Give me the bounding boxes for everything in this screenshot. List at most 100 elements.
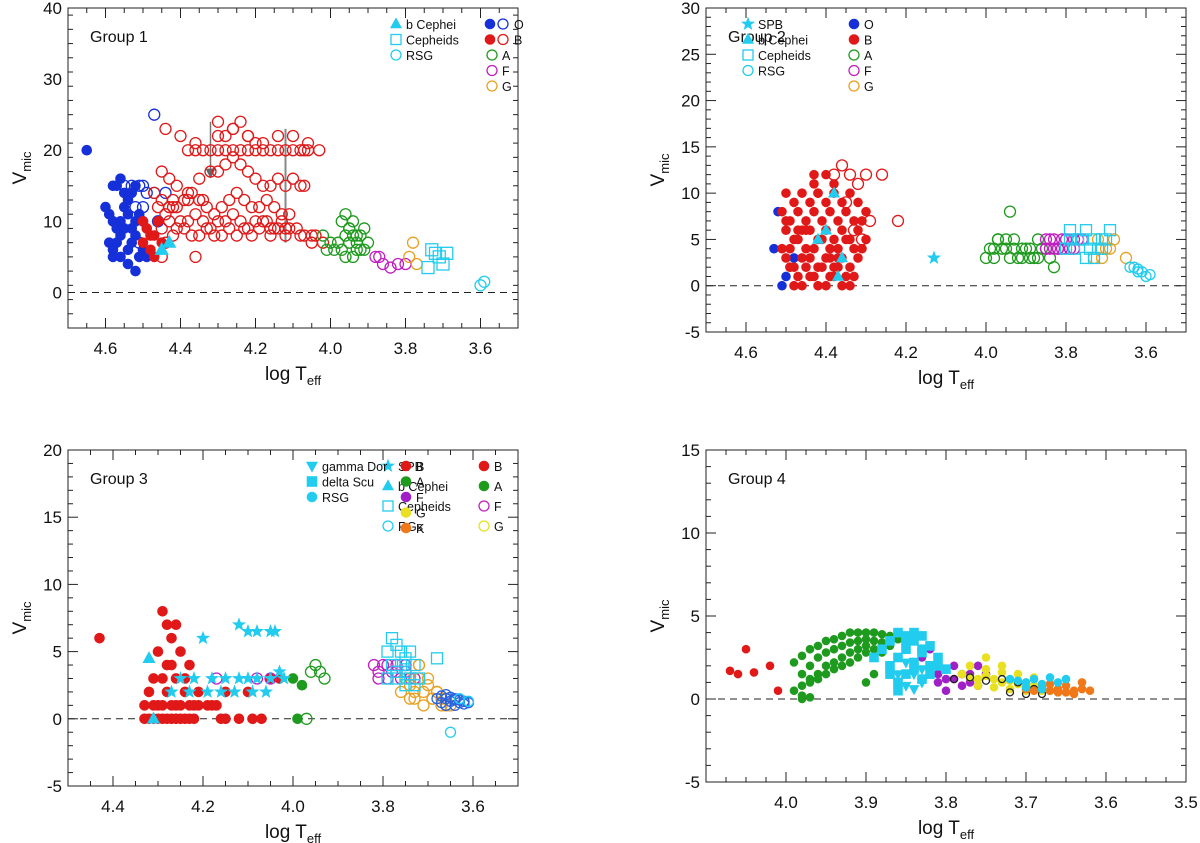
point-b-open [316, 236, 330, 249]
point-b-open [226, 151, 240, 164]
legend-marker-g [486, 80, 498, 92]
legend-marker-rsg [390, 49, 402, 61]
x-axis-label: log Teff [265, 364, 322, 388]
x-tick-label: 4.2 [244, 339, 268, 358]
point-b-open [238, 193, 251, 207]
point-b-open [211, 165, 225, 178]
point-b-open [851, 177, 865, 191]
point-b-open [181, 186, 195, 200]
point-b-filled [821, 280, 831, 291]
point-a [805, 693, 815, 702]
point-a-open [300, 712, 313, 725]
point-delta-scu [925, 641, 935, 651]
point-cepheids [399, 652, 412, 665]
y-axis-label-sub: mic [19, 601, 34, 622]
point-delta-scu [893, 627, 903, 638]
point-b-open [256, 215, 270, 228]
x-tick-label: 3.6 [461, 797, 485, 816]
point-a [361, 236, 375, 249]
point-f [369, 250, 382, 264]
x-tick-label: 4.0 [774, 793, 798, 812]
point-o-open [133, 179, 146, 192]
point-spb [258, 684, 274, 698]
point-gamma-dor [916, 665, 928, 676]
point-b-filled [813, 188, 823, 198]
point-k [1029, 686, 1039, 696]
point-b-open [827, 168, 841, 181]
point-b-open [249, 172, 262, 185]
point-b-filled [785, 262, 795, 273]
point-b-open [219, 158, 232, 171]
legend-label-b-cephei: b Cephei [758, 34, 808, 48]
point-cepheids [1063, 224, 1077, 237]
point-b-open [835, 159, 849, 172]
legend-label-f: F [502, 65, 510, 79]
point-rsg [1021, 683, 1031, 692]
legend-label-spb: SPB [758, 18, 783, 32]
point-a [861, 678, 871, 687]
point-b-filled [805, 197, 815, 208]
point-b-open [189, 208, 202, 221]
point-rgs [440, 699, 452, 712]
point-spb [213, 684, 229, 698]
point-a [821, 648, 831, 657]
legend-marker-a [478, 480, 490, 492]
legend-marker-f [848, 64, 860, 77]
point-a [853, 628, 863, 637]
x-axis-label-main: log T [265, 364, 307, 385]
legend-marker-rgs [382, 520, 394, 532]
point-delta-scu [909, 636, 919, 646]
point-a [320, 243, 333, 256]
x-axis-label-sub: eff [307, 373, 322, 388]
legend-marker-a [400, 476, 412, 487]
legend-label-rsg: RSG [406, 49, 433, 63]
point-b-open [204, 222, 217, 235]
point-b-open [226, 208, 240, 221]
legend-label-cepheids: Cepheids [758, 49, 811, 63]
point-a [987, 251, 1001, 265]
point-f [391, 257, 405, 271]
y-tick-label: 30 [43, 70, 62, 89]
point-cepheids [1083, 242, 1097, 255]
point-f [373, 250, 386, 264]
point-b-open [200, 200, 213, 214]
legend-marker-b [400, 460, 412, 472]
point-b-filled [853, 253, 863, 263]
x-tick-label: 4.4 [101, 797, 125, 816]
point-a-filled [292, 713, 303, 725]
point-a [324, 236, 337, 249]
point-b-cephei [835, 251, 849, 263]
point-a [350, 229, 363, 242]
point-b-filled [821, 169, 831, 180]
x-axis-label-main: log T [918, 818, 960, 839]
point-b-open [170, 222, 183, 235]
point-b-cephei [819, 223, 833, 235]
legend-marker-o [848, 18, 860, 30]
point-a [335, 243, 348, 256]
point-b-open [286, 172, 300, 185]
point-b [143, 686, 155, 698]
point-a [853, 644, 863, 654]
point-cepheids [436, 257, 450, 271]
point-b-filled [841, 234, 851, 245]
point-rsg [1061, 674, 1071, 684]
point-a [343, 222, 356, 235]
legend-marker-b-filled [484, 34, 496, 45]
legend-marker-o-open [497, 18, 509, 30]
y-axis-label-main: V [10, 621, 31, 634]
point-b-filled [777, 243, 787, 254]
point-spb [186, 671, 202, 685]
x-tick-label: 3.6 [469, 339, 493, 358]
point-cepheids [403, 672, 417, 685]
point-b [157, 605, 168, 617]
point-a [354, 229, 367, 242]
point-a [845, 628, 855, 637]
x-axis-label-main: log T [265, 822, 307, 843]
point-b-open [226, 122, 240, 136]
x-tick-label: 4.6 [94, 339, 118, 358]
point-b-open [256, 179, 270, 192]
point-a-open [313, 665, 327, 678]
point-o-filled [122, 258, 134, 270]
point-b-open [298, 179, 311, 192]
